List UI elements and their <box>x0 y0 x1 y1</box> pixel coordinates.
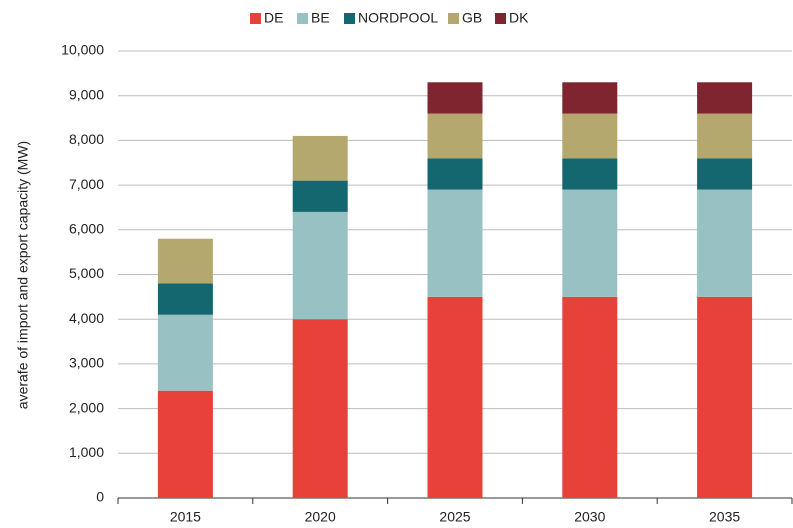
bar-segment <box>697 113 753 159</box>
bar-segment <box>157 390 213 498</box>
x-tick-label: 2030 <box>574 509 605 525</box>
bar-segment <box>562 82 618 114</box>
y-tick-label: 9,000 <box>69 86 104 102</box>
y-tick-label: 7,000 <box>69 176 104 192</box>
bar-segment <box>697 82 753 114</box>
bar-segment <box>697 189 753 297</box>
bar-segment <box>562 113 618 159</box>
y-tick-label: 6,000 <box>69 221 104 237</box>
bar-segment <box>292 180 348 212</box>
bar-segment <box>292 211 348 320</box>
y-tick-label: 2,000 <box>69 399 104 415</box>
bar-segment <box>427 113 483 159</box>
legend-swatch <box>495 13 506 24</box>
legend-label: DK <box>509 10 529 26</box>
legend-label: DE <box>264 10 283 26</box>
y-tick-label: 0 <box>96 489 104 505</box>
bar-segment <box>697 296 753 498</box>
legend-swatch <box>344 13 355 24</box>
x-tick-label: 2015 <box>170 509 201 525</box>
bar-segment <box>427 82 483 114</box>
legend-swatch <box>448 13 459 24</box>
bar-segment <box>697 158 753 190</box>
y-tick-label: 3,000 <box>69 355 104 371</box>
legend-label: BE <box>311 10 330 26</box>
bar-segment <box>562 189 618 297</box>
x-tick-label: 2035 <box>709 509 740 525</box>
y-tick-label: 8,000 <box>69 131 104 147</box>
y-tick-label: 5,000 <box>69 265 104 281</box>
bar-segment <box>427 158 483 190</box>
bar-segment <box>427 296 483 498</box>
bar-segment <box>427 189 483 297</box>
x-tick-label: 2020 <box>305 509 336 525</box>
bar-segment <box>562 158 618 190</box>
bar-segment <box>562 296 618 498</box>
x-tick-label: 2025 <box>439 509 470 525</box>
y-tick-label: 10,000 <box>61 42 104 58</box>
bar-segment <box>157 283 213 315</box>
bar-segment <box>292 135 348 181</box>
y-axis-label: averafe of import and export capacity (M… <box>15 141 31 409</box>
legend-swatch <box>297 13 308 24</box>
bar-segment <box>292 319 348 498</box>
bar-segment <box>157 314 213 391</box>
legend-label: GB <box>462 10 482 26</box>
legend-swatch <box>250 13 261 24</box>
legend-label: NORDPOOL <box>358 10 438 26</box>
y-tick-label: 4,000 <box>69 310 104 326</box>
bar-segment <box>157 238 213 284</box>
y-tick-label: 1,000 <box>69 444 104 460</box>
